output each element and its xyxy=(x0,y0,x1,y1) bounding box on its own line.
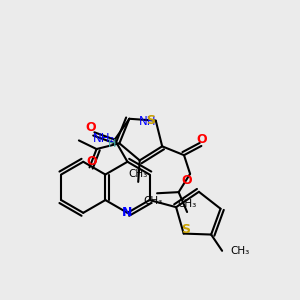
Text: O: O xyxy=(182,174,193,187)
Text: CH₃: CH₃ xyxy=(178,199,197,209)
Text: O: O xyxy=(196,133,207,146)
Text: S: S xyxy=(181,223,190,236)
Text: O: O xyxy=(85,121,96,134)
Text: CH₃: CH₃ xyxy=(129,169,148,179)
Text: S: S xyxy=(146,114,155,127)
Text: NH₂: NH₂ xyxy=(93,132,115,145)
Text: NH: NH xyxy=(139,115,157,128)
Text: O: O xyxy=(86,155,97,168)
Text: CH₃: CH₃ xyxy=(230,246,249,256)
Text: H: H xyxy=(108,140,117,149)
Text: N: N xyxy=(122,206,133,219)
Text: CH₃: CH₃ xyxy=(143,196,163,206)
